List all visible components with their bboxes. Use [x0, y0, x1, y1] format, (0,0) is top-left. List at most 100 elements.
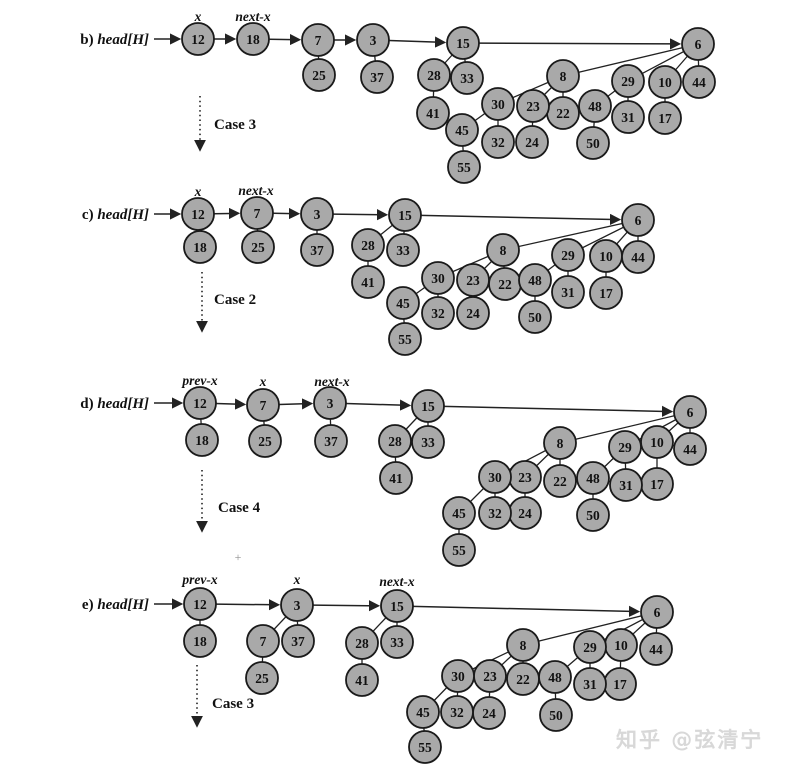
node-circle: [551, 238, 585, 272]
heap-node-55-panel-d: 55: [442, 533, 476, 567]
tree-edge-6-8: [522, 611, 658, 646]
node-value: 24: [466, 306, 480, 321]
node-value: 25: [255, 671, 269, 686]
node-circle: [681, 27, 715, 61]
heap-node-24-panel-c: 24: [456, 296, 490, 330]
node-value: 12: [191, 32, 205, 47]
node-circle: [181, 22, 215, 56]
node-value: 29: [561, 248, 575, 263]
node-value: 18: [193, 240, 207, 255]
head-label: d) head[H]: [80, 396, 149, 412]
node-value: 10: [658, 75, 672, 90]
node-circle: [518, 263, 552, 297]
heap-node-25-panel-b: 25: [302, 58, 336, 92]
node-value: 45: [416, 705, 430, 720]
node-circle: [609, 468, 643, 502]
node-circle: [386, 233, 420, 267]
node-circle: [446, 26, 480, 60]
node-circle: [183, 230, 217, 264]
node-value: 33: [460, 71, 474, 86]
heap-node-55-panel-c: 55: [388, 322, 422, 356]
node-value: 44: [683, 442, 697, 457]
node-value: 7: [254, 206, 261, 221]
root-arrow-15-6: [412, 605, 641, 617]
node-value: 18: [195, 433, 209, 448]
heap-node-31-panel-b: 31: [611, 100, 645, 134]
root-arrow-3-15: [388, 36, 447, 48]
heap-node-23-panel-d: 23: [508, 460, 542, 494]
node-circle: [516, 89, 550, 123]
node-circle: [421, 261, 455, 295]
heap-node-22-panel-e: 22: [506, 662, 540, 696]
pointer-label-prev-x: prev-x: [181, 373, 217, 388]
heap-node-33-panel-e: 33: [380, 625, 414, 659]
node-circle: [411, 389, 445, 423]
node-circle: [611, 64, 645, 98]
node-circle: [481, 87, 515, 121]
node-circle: [456, 296, 490, 330]
node-value: 24: [518, 506, 532, 521]
node-circle: [621, 203, 655, 237]
root-arrow-3-15: [345, 399, 412, 411]
node-value: 31: [621, 110, 635, 125]
node-value: 45: [396, 296, 410, 311]
heap-node-30-panel-d: 30: [478, 460, 512, 494]
node-circle: [611, 100, 645, 134]
node-value: 22: [516, 672, 530, 687]
heap-node-12-panel-b: 12: [181, 22, 215, 56]
heap-node-10-panel-e: 10: [604, 628, 638, 662]
pointer-label-x: x: [259, 374, 267, 389]
heap-node-17-panel-b: 17: [648, 101, 682, 135]
heap-node-3-panel-c: 3: [300, 197, 334, 231]
heap-node-45-panel-b: 45: [445, 113, 479, 147]
node-value: 22: [498, 277, 512, 292]
root-arrow-3-15: [332, 209, 389, 221]
node-circle: [236, 22, 270, 56]
heap-node-23-panel-b: 23: [516, 89, 550, 123]
node-circle: [241, 230, 275, 264]
heap-node-10-panel-b: 10: [648, 65, 682, 99]
heap-node-18-panel-c: 18: [183, 230, 217, 264]
heap-node-45-panel-e: 45: [406, 695, 440, 729]
node-value: 10: [614, 638, 628, 653]
node-circle: [478, 496, 512, 530]
node-circle: [578, 89, 612, 123]
heap-node-41-panel-e: 41: [345, 663, 379, 697]
heap-node-18-panel-b: 18: [236, 22, 270, 56]
node-value: 30: [431, 271, 445, 286]
node-circle: [380, 625, 414, 659]
heap-node-10-panel-c: 10: [589, 239, 623, 273]
node-value: 22: [553, 474, 567, 489]
node-circle: [314, 424, 348, 458]
node-circle: [543, 426, 577, 460]
node-value: 45: [455, 123, 469, 138]
node-value: 6: [687, 405, 694, 420]
node-circle: [302, 58, 336, 92]
node-value: 55: [457, 160, 471, 175]
node-value: 50: [528, 310, 542, 325]
heap-node-44-panel-b: 44: [682, 65, 716, 99]
node-value: 41: [355, 673, 369, 688]
heap-node-23-panel-e: 23: [473, 659, 507, 693]
node-value: 50: [586, 136, 600, 151]
node-circle: [185, 423, 219, 457]
node-circle: [621, 240, 655, 274]
node-value: 24: [525, 135, 539, 150]
node-value: 6: [654, 605, 661, 620]
heap-node-22-panel-d: 22: [543, 464, 577, 498]
node-value: 3: [327, 396, 334, 411]
node-value: 18: [193, 634, 207, 649]
case-label: Case 3: [214, 117, 256, 133]
heap-node-30-panel-c: 30: [421, 261, 455, 295]
heap-node-25-panel-e: 25: [245, 661, 279, 695]
node-circle: [442, 533, 476, 567]
heap-node-28-panel-b: 28: [417, 58, 451, 92]
node-value: 15: [390, 599, 404, 614]
node-value: 48: [548, 670, 562, 685]
heap-node-8-panel-b: 8: [546, 59, 580, 93]
node-value: 48: [588, 99, 602, 114]
node-value: 31: [583, 677, 597, 692]
node-value: 31: [561, 285, 575, 300]
case-label: Case 2: [214, 292, 256, 308]
node-value: 37: [370, 70, 384, 85]
